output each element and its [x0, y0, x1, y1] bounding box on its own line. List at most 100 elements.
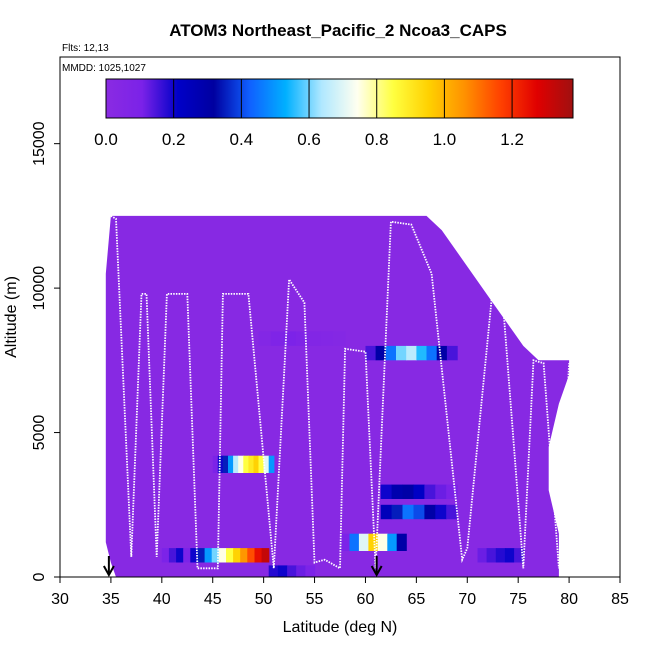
- heat-cell: [402, 504, 414, 520]
- curtain-background: [105, 215, 570, 577]
- heat-cell: [217, 455, 224, 473]
- plot-frame: [59, 56, 621, 578]
- plot-area: [105, 215, 570, 577]
- heat-cell: [320, 331, 334, 346]
- heat-cell: [204, 548, 213, 563]
- heat-cell: [391, 504, 404, 520]
- heat-cell: [368, 533, 379, 551]
- heat-cell: [218, 548, 227, 563]
- x-tick-label: 70: [458, 591, 476, 608]
- x-tick-label: 45: [204, 591, 222, 608]
- heat-cell: [243, 455, 249, 473]
- y-tick-label: 10000: [31, 266, 48, 311]
- colorbar: 0.0 0.2 0.4 0.6 0.8 1.0 1.2: [94, 78, 574, 149]
- heat-cell: [283, 331, 297, 346]
- heat-cell: [426, 345, 438, 361]
- x-axis-label: Latitude (deg N): [283, 619, 398, 636]
- heat-cell: [176, 548, 184, 563]
- heat-cell: [486, 548, 497, 563]
- heat-cell: [504, 548, 515, 563]
- heat-cell: [161, 548, 170, 563]
- x-tick-label: 40: [153, 591, 171, 608]
- colorbar-tick-label: 0.2: [162, 130, 186, 149]
- heat-cell: [387, 533, 398, 551]
- heat-cell: [233, 455, 239, 473]
- heat-cell: [228, 455, 234, 473]
- heat-cell: [349, 533, 360, 551]
- heat-cell: [413, 504, 425, 520]
- heat-cell: [332, 331, 346, 346]
- heat-cell: [233, 548, 241, 563]
- heat-cell: [436, 345, 448, 361]
- heat-cell: [254, 548, 263, 563]
- heat-cell: [424, 504, 436, 520]
- heat-cell: [413, 484, 425, 499]
- x-tick-label: 30: [51, 591, 69, 608]
- heat-cell: [424, 484, 436, 499]
- heat-cell: [446, 484, 458, 499]
- heat-cell: [375, 345, 387, 361]
- heat-cell: [268, 455, 275, 473]
- colorbar-tick-label: 1.2: [500, 130, 524, 149]
- x-tick-label: 35: [102, 591, 120, 608]
- heat-cell: [247, 548, 255, 563]
- heat-cell: [308, 331, 321, 346]
- y-axis-label: Altitude (m): [3, 276, 20, 358]
- heat-cell: [268, 565, 279, 577]
- y-tick-label: 15000: [31, 121, 48, 166]
- heat-cell: [406, 345, 417, 361]
- heat-cell: [305, 565, 316, 577]
- heat-cell: [477, 548, 488, 563]
- heat-cell: [212, 455, 219, 473]
- colorbar-tick-label: 0.4: [230, 130, 254, 149]
- heat-cell: [287, 565, 297, 577]
- flight-track-line: [110, 215, 570, 570]
- dates-label: MMDD: 1025,1027: [62, 63, 146, 74]
- heat-cell: [380, 484, 393, 499]
- heat-cell: [190, 548, 198, 563]
- heat-cell: [495, 548, 506, 563]
- heat-cell: [263, 455, 270, 473]
- heat-cell: [446, 504, 458, 520]
- heat-cell: [396, 533, 407, 551]
- x-tick-label: 55: [306, 591, 324, 608]
- turnaround-arrowhead: [370, 565, 383, 578]
- heat-cell: [391, 484, 404, 499]
- heat-cell: [222, 455, 229, 473]
- heat-cell: [396, 345, 407, 361]
- x-tick-label: 60: [357, 591, 375, 608]
- heat-cell: [211, 548, 220, 563]
- heat-cell: [261, 548, 270, 563]
- y-tick-label: 5000: [31, 415, 48, 451]
- heat-cell: [253, 455, 260, 473]
- heat-cell: [258, 455, 265, 473]
- turnaround-arrowhead: [102, 565, 115, 578]
- heat-cell: [365, 345, 377, 361]
- heat-cell: [340, 533, 351, 551]
- heat-cell: [380, 504, 393, 520]
- heat-cell: [240, 548, 248, 563]
- x-tick-label: 50: [255, 591, 273, 608]
- colorbar-tick-label: 1.0: [433, 130, 457, 149]
- heat-cell: [226, 548, 234, 563]
- colorbar-tick-label: 0.8: [365, 130, 389, 149]
- heat-cell: [197, 548, 206, 563]
- turnaround-arrows: [102, 556, 383, 578]
- heat-cell: [435, 504, 447, 520]
- flights-label: Flts: 12,13: [62, 43, 109, 54]
- heat-cell: [270, 331, 284, 346]
- heat-cell: [183, 548, 191, 563]
- heat-cell: [377, 533, 388, 551]
- heat-cell: [385, 345, 397, 361]
- heat-cell: [258, 331, 272, 346]
- colorbar-gradient: [105, 78, 574, 119]
- heat-cell: [446, 345, 458, 361]
- heat-cell: [296, 565, 306, 577]
- heat-cell: [238, 455, 244, 473]
- heat-cell: [168, 548, 177, 563]
- heat-cell: [277, 565, 288, 577]
- colorbar-tick-label: 0.0: [94, 130, 118, 149]
- heat-cell: [514, 548, 524, 563]
- heat-cell: [416, 345, 428, 361]
- flight-track: [110, 215, 570, 570]
